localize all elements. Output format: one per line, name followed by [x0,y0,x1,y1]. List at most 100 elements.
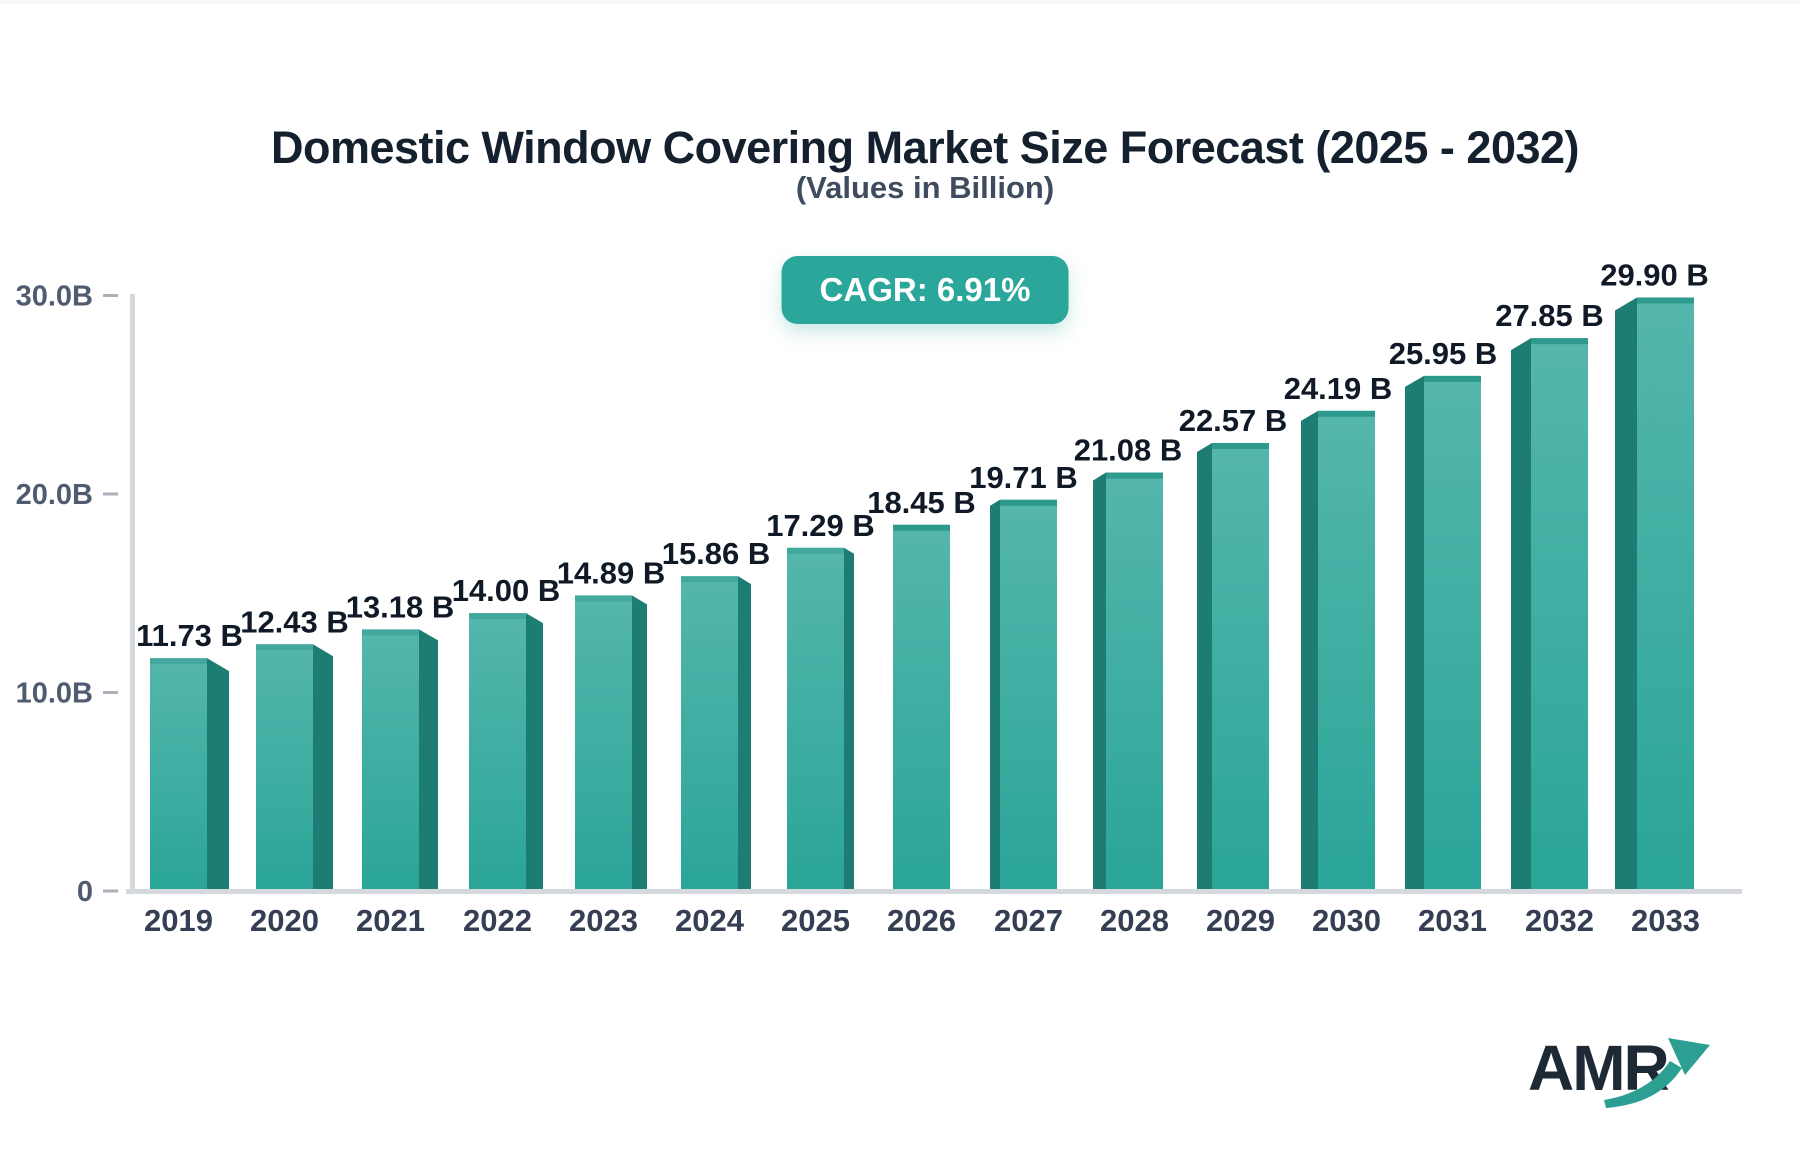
x-tick-label: 2032 [1525,903,1594,938]
bar-2031 [1405,375,1481,892]
bar-2029 [1197,442,1269,891]
x-tick-label: 2028 [1100,903,1169,938]
chart-subtitle: (Values in Billion) [795,170,1055,205]
bar-side-face [1615,297,1637,891]
bar-side-face [1405,375,1424,892]
bar-side-face [1301,410,1318,891]
bar-top-cap [1000,499,1057,506]
bar-top-cap [1637,297,1694,304]
bar-value-label: 14.00 B [452,573,561,608]
amr-logo: AMR [1528,1036,1748,1126]
bar-side-face [1511,338,1531,891]
bar-front-face [893,524,950,891]
bar-front-face [150,658,207,891]
bar-top-cap [362,629,419,636]
bar-value-label: 29.90 B [1600,257,1709,292]
bar-front-face [256,644,313,891]
bar-value-label: 27.85 B [1495,298,1604,333]
x-tick-label: 2019 [144,903,213,938]
x-tick-label: 2021 [356,903,425,938]
x-tick-label: 2020 [250,903,319,938]
bar-2019 [150,658,229,891]
bar-side-face [207,658,229,891]
bar-side-face [313,644,333,891]
bar-side-face [738,576,751,891]
bar-front-face [1212,442,1269,891]
bar-value-label: 25.95 B [1389,336,1498,371]
bar-2023 [575,595,647,891]
bar-value-label: 19.71 B [969,460,1078,495]
bar-value-label: 17.29 B [766,508,875,543]
bar-top-cap [1424,375,1481,382]
bar-2026 [893,524,950,891]
bar-value-label: 18.45 B [867,485,976,520]
y-tick-label: 0 [77,876,93,908]
bar-front-face [1637,297,1694,891]
bar-2022 [469,613,543,891]
bar-2025 [787,547,854,891]
bar-top-cap [893,524,950,531]
bar-2032 [1511,338,1588,891]
bar-side-face [1093,472,1106,891]
y-tick-label: 10.0B [16,678,93,710]
y-tick-label: 20.0B [16,479,93,511]
bar-value-label: 22.57 B [1179,403,1288,438]
bar-side-face [990,499,1000,891]
bar-value-label: 13.18 B [346,589,455,624]
x-tick-label: 2030 [1312,903,1381,938]
bar-value-label: 12.43 B [240,604,349,639]
bar-front-face [1000,499,1057,891]
bar-2030 [1301,410,1375,891]
bar-2028 [1093,472,1163,891]
cagr-badge-label: CAGR: 6.91% [819,271,1031,308]
bar-side-face [632,595,647,891]
x-tick-label: 2031 [1418,903,1487,938]
bar-side-face [419,629,438,891]
bar-value-label: 11.73 B [136,618,243,653]
y-tick-mark [103,492,118,496]
bar-top-cap [256,644,313,651]
x-tick-label: 2027 [994,903,1063,938]
bar-front-face [469,613,526,891]
y-tick-label: 30.0B [16,281,93,313]
bar-2033 [1615,297,1694,891]
bar-top-cap [469,613,526,620]
x-tick-label: 2033 [1631,903,1700,938]
bar-top-cap [1212,442,1269,449]
bar-value-label: 14.89 B [557,555,666,590]
bar-chart: 30.0B 20.0B 10.0B 0 11.73 B 2019 12.43 B 2020 13… [16,257,1742,938]
bar-side-face [526,613,543,891]
bar-front-face [1106,472,1163,891]
growth-arrow-icon [1604,1038,1710,1108]
x-tick-label: 2029 [1206,903,1275,938]
y-tick-mark [103,691,118,694]
bar-front-face [1318,410,1375,891]
chart-title: Domestic Window Covering Market Size For… [270,122,1580,174]
bar-top-cap [1318,410,1375,417]
bar-front-face [1424,375,1481,892]
x-tick-label: 2025 [781,903,850,938]
y-tick-mark [103,294,118,297]
bar-front-face [681,576,738,891]
bar-front-face [787,547,844,891]
x-tick-label: 2024 [675,903,745,938]
bar-front-face [575,595,632,891]
bar-top-cap [150,658,207,665]
bar-top-cap [681,576,738,583]
x-tick-label: 2026 [887,903,956,938]
bar-side-face [1197,442,1212,891]
bar-top-cap [1106,472,1163,479]
bar-value-label: 15.86 B [662,536,771,571]
x-tick-label: 2023 [569,903,638,938]
bar-side-face [844,547,854,891]
bar-value-label: 24.19 B [1284,371,1393,406]
y-axis-line [130,294,135,891]
bar-top-cap [1531,338,1588,345]
bar-2021 [362,629,438,891]
bar-front-face [1531,338,1588,891]
bar-2024 [681,576,751,891]
y-tick-mark [103,889,118,893]
bar-2020 [256,644,333,891]
x-axis-line [126,889,1742,894]
